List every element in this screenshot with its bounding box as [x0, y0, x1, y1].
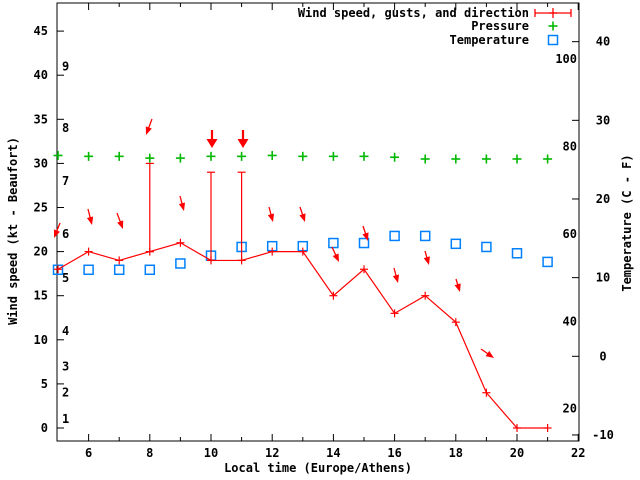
y-axis-title-right: Temperature (C - F) — [620, 154, 634, 292]
svg-text:5: 5 — [62, 271, 69, 285]
pressure-plus-sample-icon — [548, 21, 558, 31]
svg-text:7: 7 — [62, 174, 69, 188]
svg-text:60: 60 — [563, 227, 577, 241]
svg-text:5: 5 — [41, 377, 48, 391]
svg-text:6: 6 — [85, 446, 92, 460]
svg-text:30: 30 — [34, 156, 48, 170]
svg-text:22: 22 — [571, 446, 585, 460]
legend-item-temperature: Temperature — [0, 33, 572, 47]
svg-text:6: 6 — [62, 227, 69, 241]
svg-text:20: 20 — [563, 402, 577, 416]
svg-text:0: 0 — [41, 421, 48, 435]
svg-text:10: 10 — [34, 333, 48, 347]
svg-text:-10: -10 — [592, 428, 614, 442]
svg-text:3: 3 — [62, 359, 69, 373]
svg-text:16: 16 — [387, 446, 401, 460]
legend-item-wind: Wind speed, gusts, and direction — [0, 6, 572, 20]
svg-text:8: 8 — [146, 446, 153, 460]
legend: Wind speed, gusts, and direction Pressur… — [0, 6, 572, 47]
svg-text:45: 45 — [34, 24, 48, 38]
y-axis-title-left: Wind speed (kt - Beaufort) — [6, 137, 20, 325]
legend-label-pressure: Pressure — [471, 19, 529, 34]
svg-text:18: 18 — [449, 446, 463, 460]
legend-label-temperature: Temperature — [449, 32, 529, 47]
svg-text:35: 35 — [34, 112, 48, 126]
svg-text:40: 40 — [34, 68, 48, 82]
svg-text:80: 80 — [563, 140, 577, 154]
legend-label-wind: Wind speed, gusts, and direction — [297, 5, 529, 20]
svg-text:40: 40 — [596, 35, 610, 49]
svg-text:2: 2 — [62, 386, 69, 400]
svg-text:10: 10 — [204, 446, 218, 460]
svg-text:8: 8 — [62, 121, 69, 135]
svg-text:20: 20 — [596, 192, 610, 206]
svg-text:20: 20 — [34, 245, 48, 259]
svg-text:12: 12 — [265, 446, 279, 460]
svg-text:10: 10 — [596, 271, 610, 285]
svg-text:25: 25 — [34, 201, 48, 215]
svg-text:4: 4 — [62, 324, 69, 338]
svg-text:100: 100 — [555, 52, 577, 66]
svg-text:14: 14 — [326, 446, 340, 460]
wind-errorbar-sample-icon — [534, 7, 572, 18]
temperature-square-sample-icon — [547, 34, 559, 45]
svg-text:30: 30 — [596, 113, 610, 127]
x-axis-title: Local time (Europe/Athens) — [224, 461, 412, 475]
svg-text:20: 20 — [510, 446, 524, 460]
svg-text:1: 1 — [62, 412, 69, 426]
svg-text:15: 15 — [34, 289, 48, 303]
svg-text:0: 0 — [599, 349, 606, 363]
legend-item-pressure: Pressure — [0, 19, 572, 34]
svg-text:9: 9 — [62, 59, 69, 73]
svg-text:40: 40 — [563, 314, 577, 328]
